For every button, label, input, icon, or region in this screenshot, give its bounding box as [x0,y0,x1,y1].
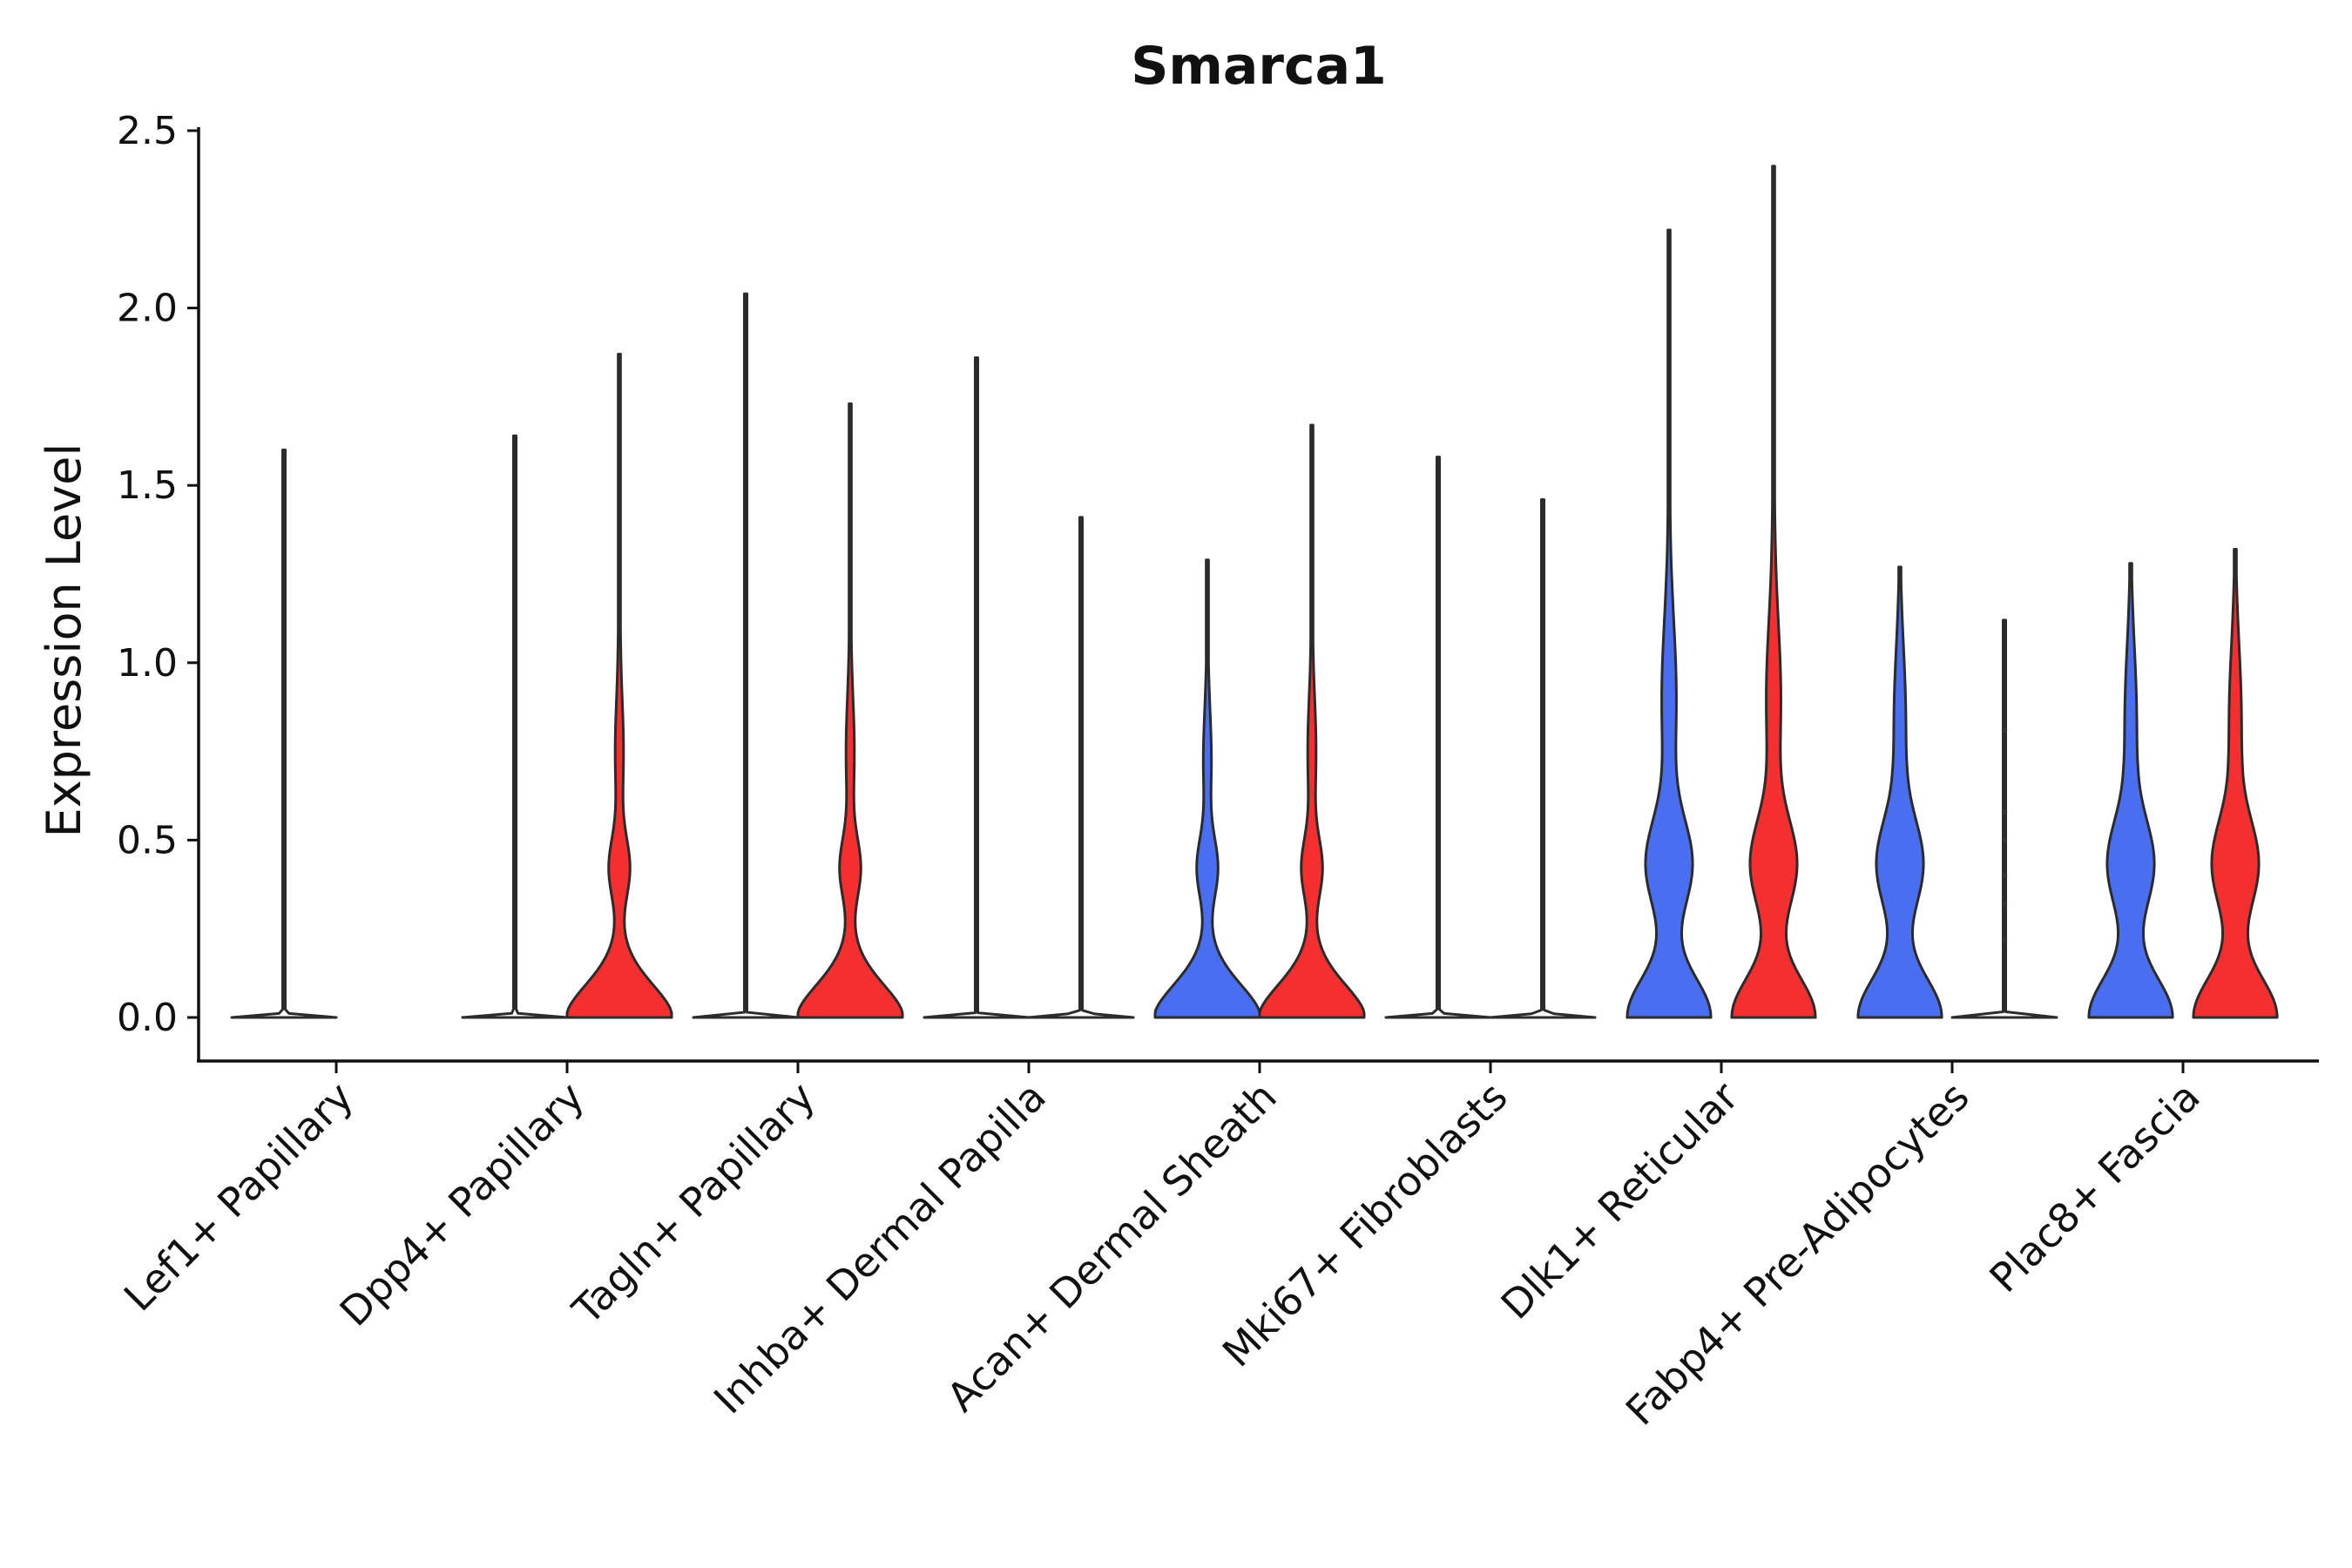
violin-point [2001,901,2008,907]
x-tick-label-tagln-papillary: Tagln+ Papillary [563,1073,824,1335]
x-tick-label-dlk1-reticular: Dlk1+ Reticular [1492,1073,1747,1328]
violin-dpp4-papillary-red [565,353,673,1019]
violin-tagln-papillary-blue [692,292,800,1019]
violin-inhba-dermal-papilla-red [1027,516,1135,1019]
y-tick-label: 0.0 [117,996,178,1040]
x-tick-label-dpp4-papillary: Dpp4+ Papillary [331,1073,593,1335]
violin-fabp4-pre-adipocytes-red [1950,618,2058,1019]
violin-acan-dermal-sheath-blue [1153,558,1261,1019]
violin-tagln-papillary-red [796,402,904,1019]
y-tick-label: 1.5 [117,463,178,508]
violins-layer [230,165,2279,1019]
x-tick-label-lef1-papillary: Lef1+ Papillary [115,1073,362,1321]
axes-layer [197,127,2319,1063]
violin-lef1-papillary-blue [230,448,338,1019]
violin-acan-dermal-sheath-red [1258,423,1366,1019]
y-axis-label: Expression Level [37,443,91,838]
y-tick-label: 2.5 [117,109,178,153]
violin-plac8-fascia-blue [2087,562,2174,1019]
violin-plac8-fascia-red [2192,547,2279,1019]
violin-dlk1-reticular-blue [1625,228,1713,1019]
violin-inhba-dermal-papilla-blue [923,356,1031,1019]
violin-point [2001,727,2008,733]
y-tick-label: 1.0 [117,641,178,686]
violin-dpp4-papillary-blue [461,434,569,1019]
violin-fabp4-pre-adipocytes-blue [1856,565,1943,1019]
y-ticks: 0.0 0.5 1.0 1.5 2.0 2.5 [117,109,199,1040]
x-tick-label-plac8-fascia: Plac8+ Fascia [1980,1073,2208,1301]
y-tick-label: 0.5 [117,818,178,862]
violin-point [2001,872,2008,879]
violin-point [2001,837,2008,843]
violin-dlk1-reticular-red [1730,165,1817,1019]
violin-mki67-fibroblasts-blue [1384,456,1492,1019]
violin-mki67-fibroblasts-red [1489,497,1597,1019]
y-tick-label: 2.0 [117,287,178,331]
violin-point [2001,808,2008,815]
chart-title: Smarca1 [1131,36,1387,97]
violin-point [2001,936,2008,943]
